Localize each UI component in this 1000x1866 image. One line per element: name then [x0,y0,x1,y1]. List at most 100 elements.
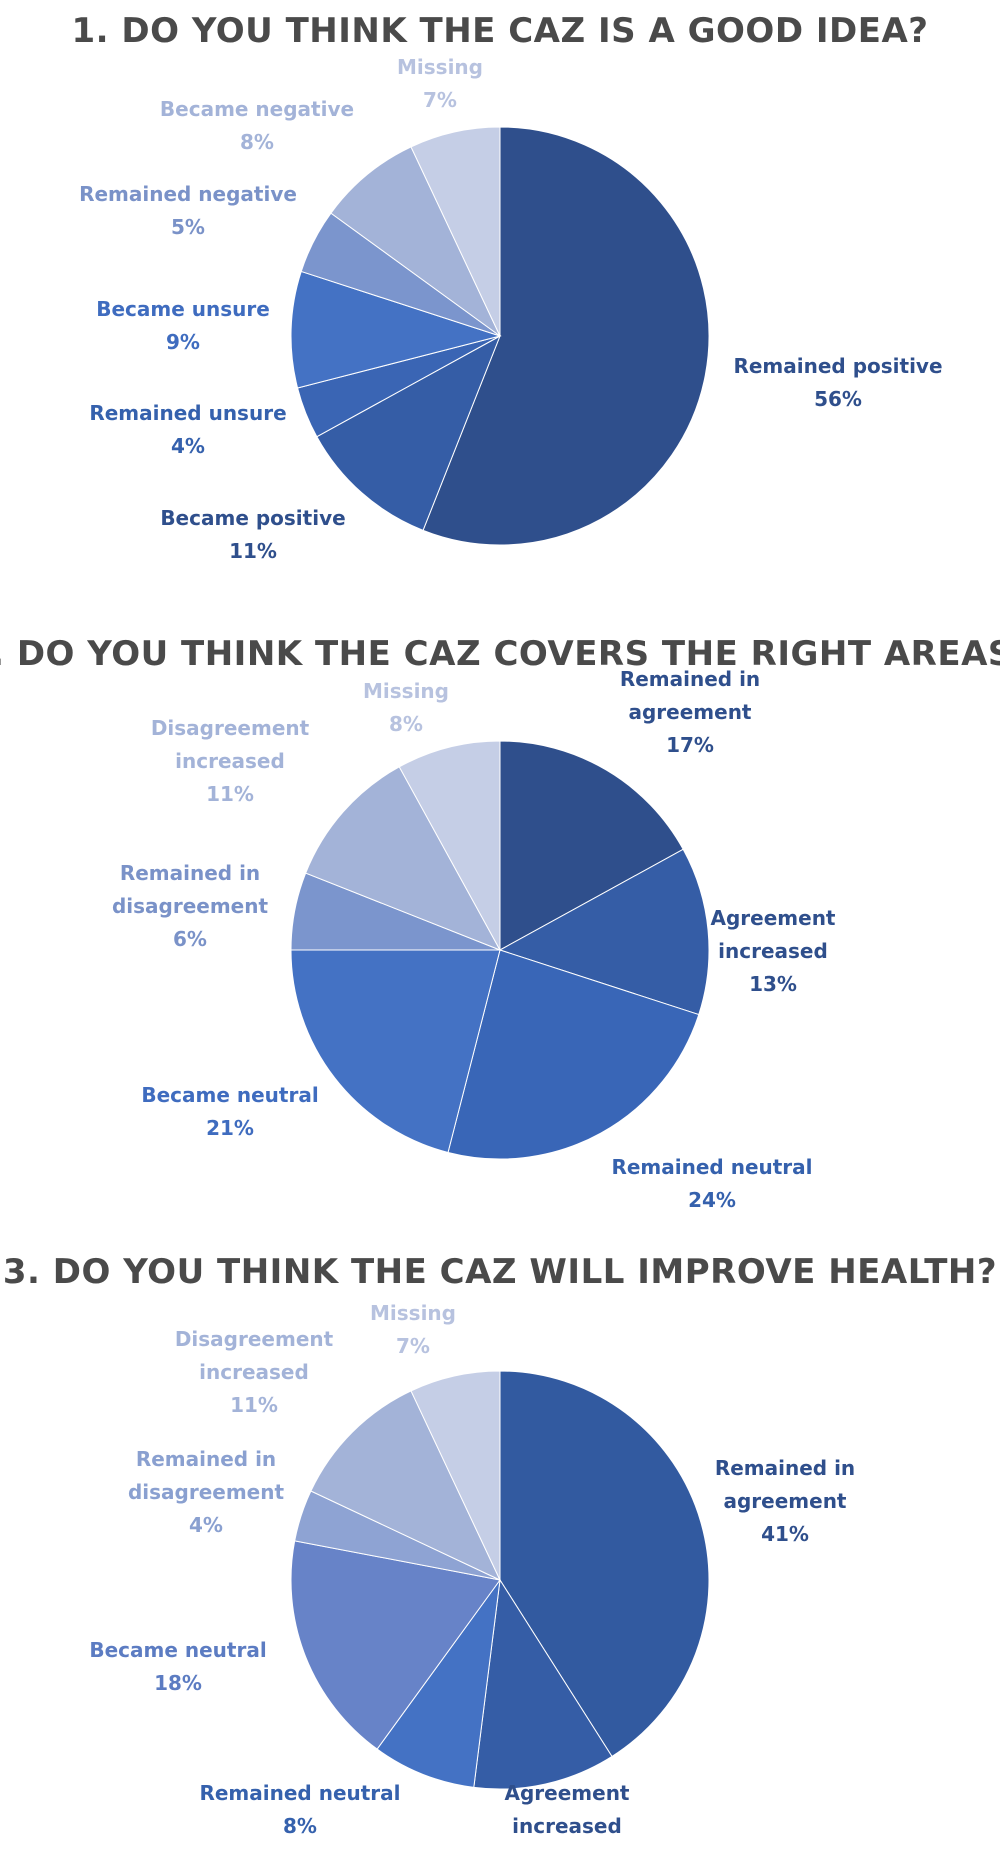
pie-chart-right-areas: 2. DO YOU THINK THE CAZ COVERS THE RIGHT… [0,634,1000,1212]
slice-percent: 11% [230,1393,278,1417]
pie-chart-improve-health: 3. DO YOU THINK THE CAZ WILL IMPROVE HEA… [3,1252,997,1838]
slice-percent: 24% [688,1188,736,1212]
pie-slice [376,1579,501,1788]
slice-category: Disagreement [175,1327,334,1351]
chart-title: 3. DO YOU THINK THE CAZ WILL IMPROVE HEA… [3,1252,997,1292]
pie-slice [290,949,501,1154]
slice-label: Became unsure 9% [96,297,270,354]
slice-label: Disagreement increased 11% [151,716,310,806]
slice-category: Remained neutral [199,1781,400,1805]
slice-label: Agreement increased 13% [711,906,836,996]
slice-category: Became negative [160,97,354,121]
slice-label: Became negative 8% [160,97,354,154]
slice-percent: 8% [389,712,423,736]
slice-label: Agreement increased [505,1781,630,1838]
slice-category: Agreement [505,1781,630,1805]
slice-percent: 18% [154,1671,202,1695]
slice-label: Remained in disagreement 6% [112,861,269,951]
slice-label: Remained neutral 24% [611,1155,812,1212]
slice-label: Remained in agreement 17% [620,667,760,757]
slice-category: Remained unsure [89,401,286,425]
slice-category: Remained in [620,667,760,691]
slice-category: Remained in [715,1456,855,1480]
slice-category: Remained neutral [611,1155,812,1179]
slice-label: Disagreement increased 11% [175,1327,334,1417]
slice-category: Disagreement [151,716,310,740]
slice-percent: 56% [814,387,862,411]
pie-slice [499,1370,710,1758]
slice-percent: 7% [396,1334,430,1358]
chart-title: 1. DO YOU THINK THE CAZ IS A GOOD IDEA? [71,11,928,51]
pie-slices [290,740,710,1160]
slice-category: Remained in [136,1447,276,1471]
slice-label: Became neutral 18% [89,1638,266,1695]
pie-slice [422,126,710,546]
pie-slice [410,126,501,337]
slice-category: Became unsure [96,297,270,321]
pie-slice [498,848,710,1016]
slice-category: Became neutral [141,1083,318,1107]
pie-slice [330,146,501,337]
pie-labels: Remained in agreement 17% Agreement increase… [112,667,836,1212]
pie-slice [305,766,502,951]
slice-category: increased [175,749,285,773]
slice-label: Missing 7% [397,55,483,112]
slice-category: Became neutral [89,1638,266,1662]
slice-percent: 8% [240,130,274,154]
slice-percent: 9% [166,330,200,354]
pie-slice [473,1578,613,1790]
pie-labels: Remained positive 56% Became positive 11% Re… [79,55,942,563]
slice-label: Remained neutral 8% [199,1781,400,1838]
slice-category: agreement [723,1489,846,1513]
slice-category: Became positive [160,506,345,530]
slice-percent: 11% [206,782,254,806]
slice-percent: 4% [171,434,205,458]
slice-percent: 41% [761,1522,809,1546]
slice-category: Remained negative [79,182,297,206]
slice-category: Missing [397,55,483,79]
slice-label: Remained in disagreement 4% [128,1447,285,1537]
slice-percent: 13% [749,972,797,996]
slice-category: agreement [628,700,751,724]
slice-label: Missing 8% [363,679,449,736]
pie-slice [290,270,502,389]
slice-label: Became positive 11% [160,506,345,563]
pie-slices [290,1370,710,1790]
pie-slice [447,949,700,1160]
pie-slice [398,740,501,951]
slice-percent: 17% [666,733,714,757]
pie-slices [290,126,710,546]
slice-percent: 21% [206,1116,254,1140]
pie-labels: Remained in agreement 41% Agreement increase… [89,1301,855,1838]
pie-slice [290,1540,501,1750]
chart-title: 2. DO YOU THINK THE CAZ COVERS THE RIGHT… [0,634,1000,674]
pie-slice [410,1370,501,1581]
slice-percent: 8% [283,1814,317,1838]
slice-label: Became neutral 21% [141,1083,318,1140]
slice-category: Remained in [120,861,260,885]
slice-category: increased [718,939,828,963]
slice-label: Remained unsure 4% [89,401,286,458]
slice-percent: 5% [171,215,205,239]
pie-slice [316,334,501,531]
slice-percent: 4% [189,1513,223,1537]
slice-label: Remained in agreement 41% [715,1456,855,1546]
slice-category: increased [199,1360,309,1384]
slice-label: Remained negative 5% [79,182,297,239]
slice-category: Missing [370,1301,456,1325]
slice-category: disagreement [112,894,269,918]
pie-slice [499,740,684,951]
slice-percent: 7% [423,88,457,112]
slice-category: Agreement [711,906,836,930]
slice-category: Missing [363,679,449,703]
pie-chart-good-idea: 1. DO YOU THINK THE CAZ IS A GOOD IDEA? … [71,11,942,563]
slice-category: disagreement [128,1480,285,1504]
slice-label: Missing 7% [370,1301,456,1358]
slice-label: Remained positive 56% [733,354,942,411]
slice-category: increased [512,1814,622,1838]
slice-category: Remained positive [733,354,942,378]
pie-slice [310,1390,502,1582]
slice-percent: 6% [173,927,207,951]
slice-percent: 11% [229,539,277,563]
